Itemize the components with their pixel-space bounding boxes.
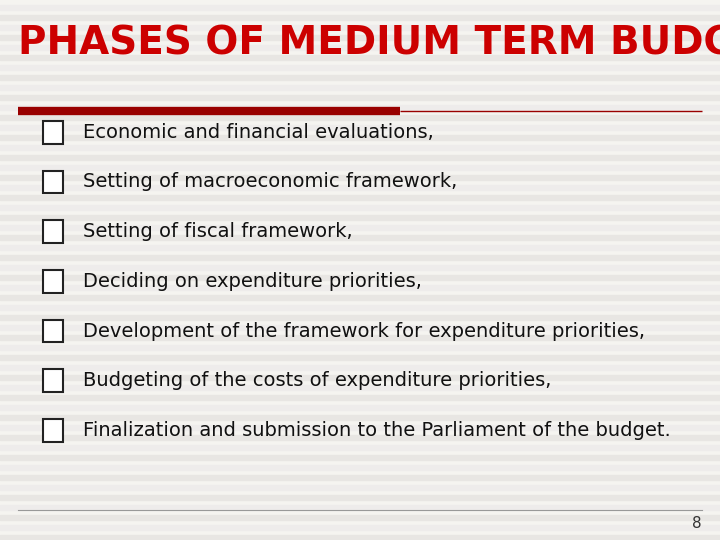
Bar (0, 125, 720, 130)
Bar (0, 285, 720, 290)
Bar (0, 455, 720, 460)
Bar (0, 195, 720, 200)
Bar (0, 515, 720, 520)
Text: Development of the framework for expenditure priorities,: Development of the framework for expendi… (83, 321, 645, 341)
Bar (0, 445, 720, 450)
Bar (0, 415, 720, 420)
FancyBboxPatch shape (43, 419, 63, 442)
Text: PHASES OF MEDIUM TERM BUDGETING: PHASES OF MEDIUM TERM BUDGETING (18, 24, 720, 62)
Text: Budgeting of the costs of expenditure priorities,: Budgeting of the costs of expenditure pr… (83, 371, 552, 390)
Bar (0, 425, 720, 430)
Text: Setting of macroeconomic framework,: Setting of macroeconomic framework, (83, 172, 457, 192)
Bar (0, 245, 720, 250)
FancyBboxPatch shape (43, 270, 63, 293)
Bar (0, 65, 720, 70)
Bar (0, 35, 720, 40)
FancyBboxPatch shape (43, 320, 63, 342)
Text: Setting of fiscal framework,: Setting of fiscal framework, (83, 222, 352, 241)
Bar (0, 395, 720, 400)
Bar (0, 55, 720, 60)
Bar (0, 155, 720, 160)
Bar (0, 5, 720, 10)
Bar (0, 305, 720, 310)
Bar (0, 435, 720, 440)
Bar (0, 535, 720, 540)
Bar (0, 405, 720, 410)
Text: 8: 8 (693, 516, 702, 531)
Bar (0, 165, 720, 170)
Bar (0, 345, 720, 350)
Bar (0, 485, 720, 490)
FancyBboxPatch shape (43, 369, 63, 392)
Bar (0, 115, 720, 120)
Bar (0, 225, 720, 230)
Bar (0, 265, 720, 270)
Text: Economic and financial evaluations,: Economic and financial evaluations, (83, 123, 433, 142)
Bar (0, 95, 720, 100)
Bar (0, 135, 720, 140)
Bar (0, 15, 720, 20)
Bar (0, 385, 720, 390)
Bar (0, 185, 720, 190)
Bar (0, 175, 720, 180)
Bar (0, 235, 720, 240)
FancyBboxPatch shape (43, 220, 63, 243)
Bar (0, 365, 720, 370)
Bar (0, 475, 720, 480)
Bar (0, 75, 720, 80)
Bar (0, 275, 720, 280)
Bar (0, 205, 720, 210)
Bar (0, 375, 720, 380)
FancyBboxPatch shape (43, 121, 63, 144)
Bar (0, 25, 720, 30)
Bar (0, 335, 720, 340)
Bar (0, 355, 720, 360)
Bar (0, 85, 720, 90)
Bar (0, 145, 720, 150)
Text: Deciding on expenditure priorities,: Deciding on expenditure priorities, (83, 272, 422, 291)
Bar (0, 255, 720, 260)
Bar (0, 525, 720, 530)
Bar (0, 325, 720, 330)
Bar (0, 505, 720, 510)
Bar (0, 215, 720, 220)
Bar (0, 465, 720, 470)
FancyBboxPatch shape (43, 171, 63, 193)
Text: Finalization and submission to the Parliament of the budget.: Finalization and submission to the Parli… (83, 421, 670, 440)
Bar (0, 105, 720, 110)
Bar (0, 495, 720, 500)
Bar (0, 295, 720, 300)
Bar (0, 315, 720, 320)
Bar (0, 45, 720, 50)
